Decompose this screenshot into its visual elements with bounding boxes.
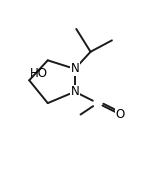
- Text: HO: HO: [30, 67, 48, 80]
- Text: N: N: [70, 85, 79, 98]
- Text: O: O: [116, 108, 125, 121]
- Text: N: N: [70, 62, 79, 75]
